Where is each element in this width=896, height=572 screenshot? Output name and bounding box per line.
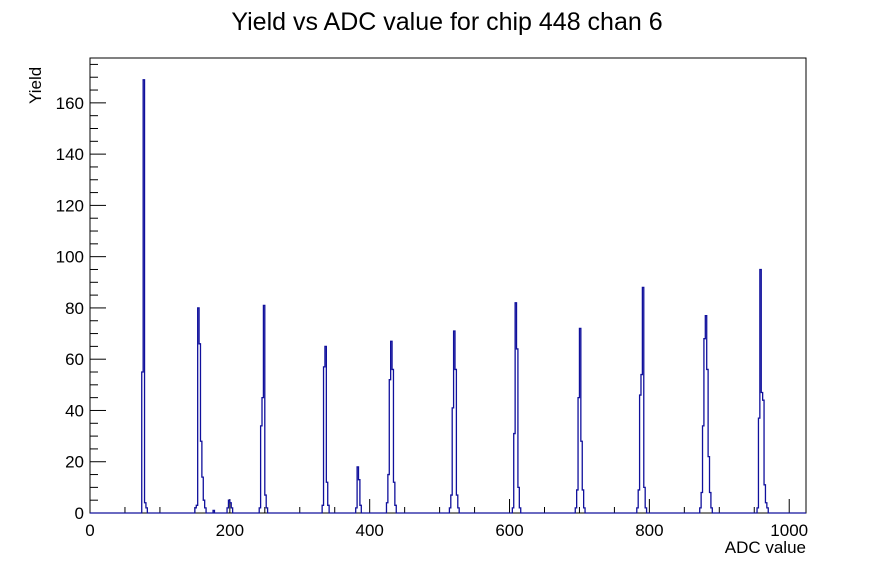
y-tick-label: 40	[65, 401, 84, 420]
x-tick-label: 800	[635, 521, 663, 540]
y-tick-label: 60	[65, 350, 84, 369]
y-tick-label: 100	[56, 248, 84, 267]
y-tick-label: 80	[65, 299, 84, 318]
chart-title: Yield vs ADC value for chip 448 chan 6	[231, 8, 662, 36]
y-tick-label: 0	[75, 504, 84, 523]
x-axis-title: ADC value	[725, 538, 806, 557]
x-tick-label: 400	[356, 521, 384, 540]
x-tick-label: 600	[495, 521, 523, 540]
y-tick-label: 160	[56, 94, 84, 113]
axis-tick-labels: 0 200 400 600 800 1000 0 20 40 60 80 100 120 140 160	[56, 94, 809, 540]
y-tick-label: 140	[56, 145, 84, 164]
y-axis-title: Yield	[26, 67, 45, 104]
x-tick-label: 0	[85, 521, 94, 540]
x-tick-label: 1000	[770, 521, 808, 540]
y-tick-label: 20	[65, 453, 84, 472]
y-tick-label: 120	[56, 196, 84, 215]
x-tick-label: 200	[216, 521, 244, 540]
histogram-line	[90, 79, 806, 514]
axis-ticks	[89, 63, 790, 514]
